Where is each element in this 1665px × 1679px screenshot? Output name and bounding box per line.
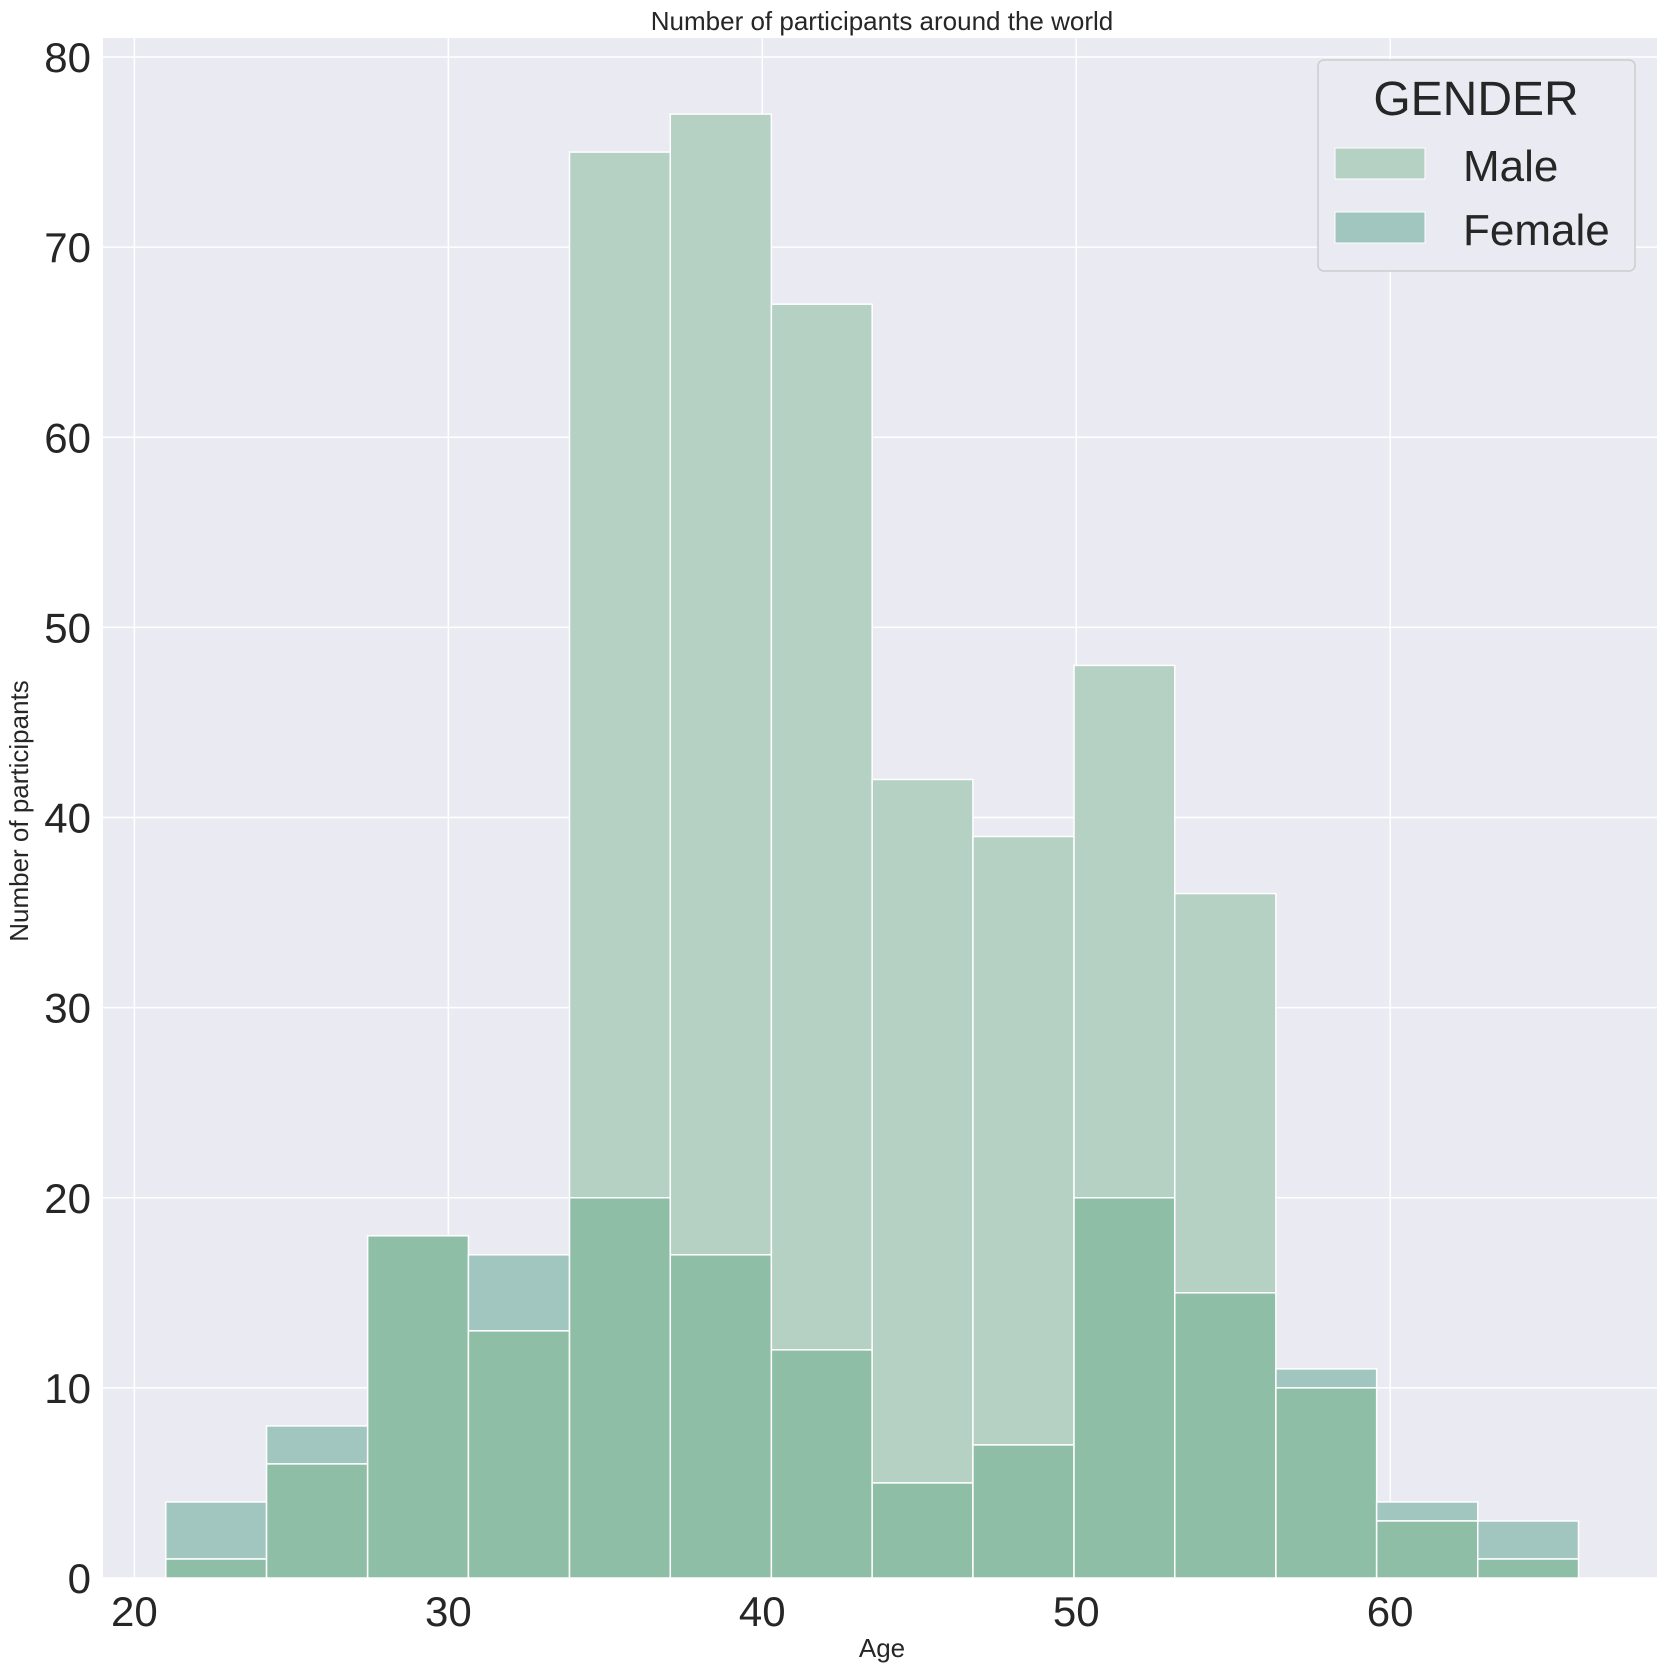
- y-tick-label: 80: [44, 34, 91, 81]
- x-tick-label: 30: [425, 1588, 472, 1635]
- bar-overlap: [165, 1558, 268, 1579]
- legend-label-male: Male: [1463, 142, 1558, 191]
- bar-female: [467, 1254, 571, 1332]
- x-tick-label: 40: [739, 1588, 786, 1635]
- bar-overlap: [871, 1482, 974, 1579]
- y-tick-label: 40: [44, 795, 91, 842]
- y-axis-label: Number of participants: [4, 680, 34, 942]
- bar-overlap: [366, 1235, 470, 1579]
- x-tick-label: 60: [1367, 1588, 1414, 1635]
- chart-title: Number of participants around the world: [651, 6, 1113, 36]
- bar-female: [1275, 1368, 1378, 1389]
- legend-label-female: Female: [1463, 206, 1610, 255]
- bar-male: [1073, 664, 1176, 1199]
- legend-swatch-male: [1334, 147, 1426, 180]
- bar-overlap: [770, 1349, 873, 1579]
- y-tick-label: 50: [44, 604, 91, 651]
- bar-male: [1174, 892, 1277, 1294]
- x-tick-label: 20: [111, 1588, 158, 1635]
- y-tick-label: 70: [44, 224, 91, 271]
- bar-female: [165, 1501, 268, 1560]
- ticks-layer: 20 30 40 50 60 0 10 20 30 40 50 60 70 80: [44, 34, 1413, 1635]
- x-axis-label: Age: [859, 1633, 905, 1663]
- bar-male: [871, 778, 974, 1484]
- bar-overlap: [265, 1463, 369, 1579]
- bars-layer: [165, 113, 1580, 1579]
- y-tick-label: 0: [68, 1555, 91, 1602]
- y-tick-label: 10: [44, 1365, 91, 1412]
- bar-overlap: [972, 1444, 1075, 1579]
- bar-overlap: [1375, 1520, 1479, 1579]
- legend: GENDER Male Female: [1317, 59, 1636, 272]
- bar-female: [1375, 1501, 1479, 1522]
- bar-male: [568, 151, 672, 1199]
- legend-title: GENDER: [1373, 73, 1578, 126]
- x-tick-label: 50: [1053, 1588, 1100, 1635]
- legend-swatch-female: [1334, 211, 1426, 244]
- bar-male: [770, 303, 873, 1351]
- bar-female: [1476, 1520, 1580, 1560]
- bar-overlap: [467, 1330, 571, 1579]
- bar-overlap: [1174, 1292, 1277, 1579]
- y-tick-label: 30: [44, 985, 91, 1032]
- bar-overlap: [1073, 1197, 1176, 1579]
- bar-female: [265, 1425, 369, 1465]
- bar-male: [972, 835, 1075, 1446]
- y-tick-label: 60: [44, 414, 91, 461]
- bar-male: [669, 113, 773, 1256]
- bar-overlap: [1476, 1558, 1580, 1579]
- y-tick-label: 20: [44, 1175, 91, 1222]
- bar-overlap: [1275, 1387, 1378, 1579]
- bar-overlap: [568, 1197, 672, 1579]
- bar-overlap: [669, 1254, 773, 1579]
